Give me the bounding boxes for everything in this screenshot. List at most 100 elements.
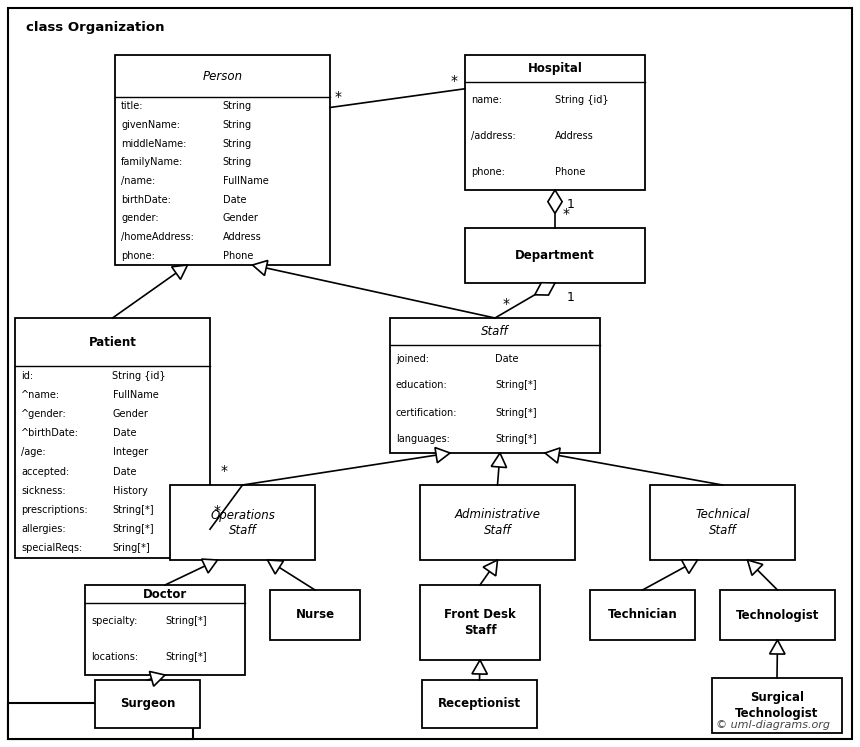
Text: certification:: certification: <box>396 408 458 418</box>
Text: String[*]: String[*] <box>113 505 154 515</box>
Text: Date: Date <box>113 428 136 438</box>
Text: givenName:: givenName: <box>121 120 180 130</box>
Polygon shape <box>435 447 450 462</box>
Polygon shape <box>8 703 193 739</box>
Text: education:: education: <box>396 380 448 391</box>
Text: ^birthDate:: ^birthDate: <box>21 428 79 438</box>
Polygon shape <box>747 560 763 575</box>
Bar <box>420 485 575 560</box>
Polygon shape <box>267 560 284 574</box>
Polygon shape <box>548 190 562 214</box>
Text: Administrative
Staff: Administrative Staff <box>454 509 540 536</box>
Text: History: History <box>113 486 147 496</box>
Text: Sring[*]: Sring[*] <box>113 543 150 554</box>
Bar <box>720 590 835 640</box>
Text: String {id}: String {id} <box>113 371 166 381</box>
Text: Department: Department <box>515 249 595 262</box>
Bar <box>390 318 600 453</box>
Bar <box>465 55 645 190</box>
Text: joined:: joined: <box>396 353 429 364</box>
Text: Doctor: Doctor <box>143 587 187 601</box>
Text: class Organization: class Organization <box>27 22 165 34</box>
Text: name:: name: <box>471 95 502 105</box>
Polygon shape <box>201 559 218 573</box>
Text: Address: Address <box>223 232 261 242</box>
Polygon shape <box>535 282 555 295</box>
Polygon shape <box>483 560 497 576</box>
Text: Surgeon: Surgeon <box>120 698 175 710</box>
Text: String: String <box>223 139 252 149</box>
Polygon shape <box>150 672 165 686</box>
Bar <box>85 585 245 675</box>
Polygon shape <box>253 261 267 276</box>
Text: Phone: Phone <box>223 251 253 261</box>
Text: *: * <box>220 464 228 478</box>
Polygon shape <box>681 560 697 574</box>
Text: Address: Address <box>555 131 593 141</box>
Text: Receptionist: Receptionist <box>438 698 521 710</box>
Text: 1: 1 <box>567 198 574 211</box>
Text: Staff: Staff <box>482 325 509 338</box>
Text: /name:: /name: <box>121 176 156 186</box>
Text: specialty:: specialty: <box>91 616 138 626</box>
Bar <box>115 55 330 265</box>
Text: String[*]: String[*] <box>495 408 537 418</box>
Text: prescriptions:: prescriptions: <box>21 505 88 515</box>
Text: Date: Date <box>223 195 246 205</box>
Bar <box>170 485 315 560</box>
Text: String[*]: String[*] <box>165 616 206 626</box>
Text: FullName: FullName <box>223 176 268 186</box>
Text: specialReqs:: specialReqs: <box>21 543 83 554</box>
Polygon shape <box>172 265 187 279</box>
Text: Nurse: Nurse <box>296 609 335 622</box>
Text: Gender: Gender <box>223 214 258 223</box>
Text: *: * <box>335 90 342 104</box>
Text: languages:: languages: <box>396 435 450 444</box>
Text: Front Desk
Staff: Front Desk Staff <box>444 609 516 636</box>
Text: *: * <box>451 74 458 87</box>
Text: Gender: Gender <box>113 409 149 419</box>
Polygon shape <box>491 453 507 468</box>
Text: © uml-diagrams.org: © uml-diagrams.org <box>716 720 830 730</box>
Text: id:: id: <box>21 371 34 381</box>
Bar <box>270 590 360 640</box>
Text: /address:: /address: <box>471 131 516 141</box>
Text: middleName:: middleName: <box>121 139 187 149</box>
Text: phone:: phone: <box>121 251 155 261</box>
Bar <box>590 590 695 640</box>
Text: Integer: Integer <box>113 447 148 457</box>
Text: allergies:: allergies: <box>21 524 65 534</box>
Bar <box>420 585 540 660</box>
Text: Technical
Staff: Technical Staff <box>695 509 750 536</box>
Text: ^name:: ^name: <box>21 390 60 400</box>
Text: sickness:: sickness: <box>21 486 65 496</box>
Polygon shape <box>472 660 488 675</box>
Text: Surgical
Technologist: Surgical Technologist <box>735 692 819 719</box>
Text: phone:: phone: <box>471 167 505 177</box>
Text: *: * <box>503 297 510 311</box>
Text: String[*]: String[*] <box>165 652 206 662</box>
Text: String {id}: String {id} <box>555 95 609 105</box>
Text: String[*]: String[*] <box>113 524 154 534</box>
Bar <box>650 485 795 560</box>
Text: gender:: gender: <box>121 214 158 223</box>
Bar <box>465 228 645 283</box>
Text: familyName:: familyName: <box>121 158 183 167</box>
Polygon shape <box>770 640 785 654</box>
Text: accepted:: accepted: <box>21 467 70 477</box>
Polygon shape <box>545 448 560 463</box>
Text: /homeAddress:: /homeAddress: <box>121 232 194 242</box>
Text: *: * <box>563 207 570 221</box>
Text: Phone: Phone <box>555 167 586 177</box>
Text: String: String <box>223 102 252 111</box>
Text: /age:: /age: <box>21 447 46 457</box>
Bar <box>712 678 842 733</box>
Bar <box>422 680 537 728</box>
Text: Person: Person <box>202 69 243 82</box>
Text: Technologist: Technologist <box>736 609 820 622</box>
Bar <box>15 318 210 558</box>
Text: String: String <box>223 158 252 167</box>
Text: Patient: Patient <box>89 335 137 349</box>
Text: String[*]: String[*] <box>495 380 537 391</box>
Text: *: * <box>214 503 221 518</box>
